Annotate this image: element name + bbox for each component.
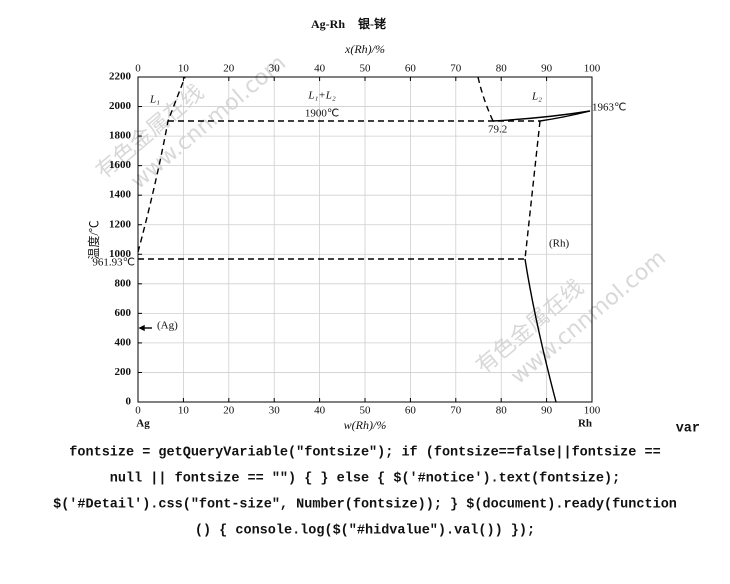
code-line: null || fontsize == "") { } else { $('#n… [110, 472, 620, 487]
label-1900: 1900℃ [305, 108, 339, 120]
bottom-tick-label: 20 [223, 405, 235, 417]
ag-arrowhead [138, 324, 145, 332]
left-tick-label: 1800 [109, 130, 132, 142]
miscibility-dome [477, 76, 494, 122]
bottom-tick-label: 70 [450, 405, 462, 417]
code-line: () { console.log($("#hidvalue").val()) }… [195, 524, 535, 539]
left-tick-label: 1200 [109, 218, 132, 230]
label-rh: (Rh) [549, 238, 570, 250]
top-tick-label: 70 [450, 63, 462, 75]
label-961: 961.93℃ [92, 257, 135, 269]
label-l2: L₂ [531, 91, 542, 103]
plot-frame [137, 76, 593, 403]
solvus-lower [524, 258, 557, 403]
liquidus-l1 [137, 76, 186, 253]
top-tick-label: 40 [314, 63, 326, 75]
solidus-rh [539, 110, 591, 122]
top-tick-label: 50 [360, 63, 372, 75]
label-l1: L₁ [149, 94, 160, 106]
left-tick-label: 200 [115, 366, 132, 378]
code-line: var [676, 422, 700, 437]
bottom-tick-label: 40 [314, 405, 326, 417]
label-ag: (Ag) [157, 320, 178, 332]
bottom-tick-label: 90 [541, 405, 553, 417]
bottom-tick-label: 60 [405, 405, 417, 417]
label-l1l2: L₁+L₂ [307, 90, 335, 102]
liquidus-l2 [492, 110, 591, 122]
solvus-upper [524, 120, 541, 260]
top-tick-label: 90 [541, 63, 553, 75]
top-axis-label: x(Rh)/% [344, 42, 385, 56]
top-tick-label: 60 [405, 63, 417, 75]
left-tick-label: 2200 [109, 71, 132, 83]
code-line: $('#Detail').css("font-size", Number(fon… [53, 498, 677, 513]
end-right: Rh [578, 418, 592, 430]
code-line: fontsize = getQueryVariable("fontsize");… [69, 446, 660, 461]
bottom-tick-label: 50 [360, 405, 372, 417]
left-tick-label: 600 [115, 307, 132, 319]
bottom-axis-label: w(Rh)/% [344, 418, 387, 432]
left-tick-label: 400 [115, 336, 132, 348]
left-axis-label: 温度/℃ [86, 220, 101, 259]
top-tick-label: 0 [135, 63, 141, 75]
bottom-tick-label: 30 [269, 405, 281, 417]
left-tick-label: 1000 [109, 248, 132, 260]
bottom-tick-label: 100 [584, 405, 601, 417]
bottom-tick-label: 80 [496, 405, 508, 417]
left-tick-label: 1400 [109, 189, 132, 201]
top-tick-label: 100 [584, 63, 601, 75]
left-tick-label: 1600 [109, 159, 132, 171]
phase-lines [137, 76, 591, 403]
top-tick-label: 10 [178, 63, 190, 75]
bottom-tick-label: 10 [178, 405, 190, 417]
title-cn: 银-铑 [358, 16, 386, 31]
top-tick-label: 30 [269, 63, 281, 75]
top-tick-label: 80 [496, 63, 508, 75]
left-tick-label: 800 [115, 277, 132, 289]
top-tick-label: 20 [223, 63, 235, 75]
watermark: 有色金属在线 www.cnnmol.com [92, 51, 291, 195]
label-792: 79.2 [488, 124, 507, 136]
title: Ag-Rh [311, 17, 345, 31]
label-1963: 1963℃ [592, 102, 626, 114]
end-left: Ag [136, 418, 150, 430]
bottom-tick-label: 0 [135, 405, 141, 417]
left-tick-label: 2000 [109, 100, 132, 112]
left-tick-label: 0 [126, 396, 132, 408]
